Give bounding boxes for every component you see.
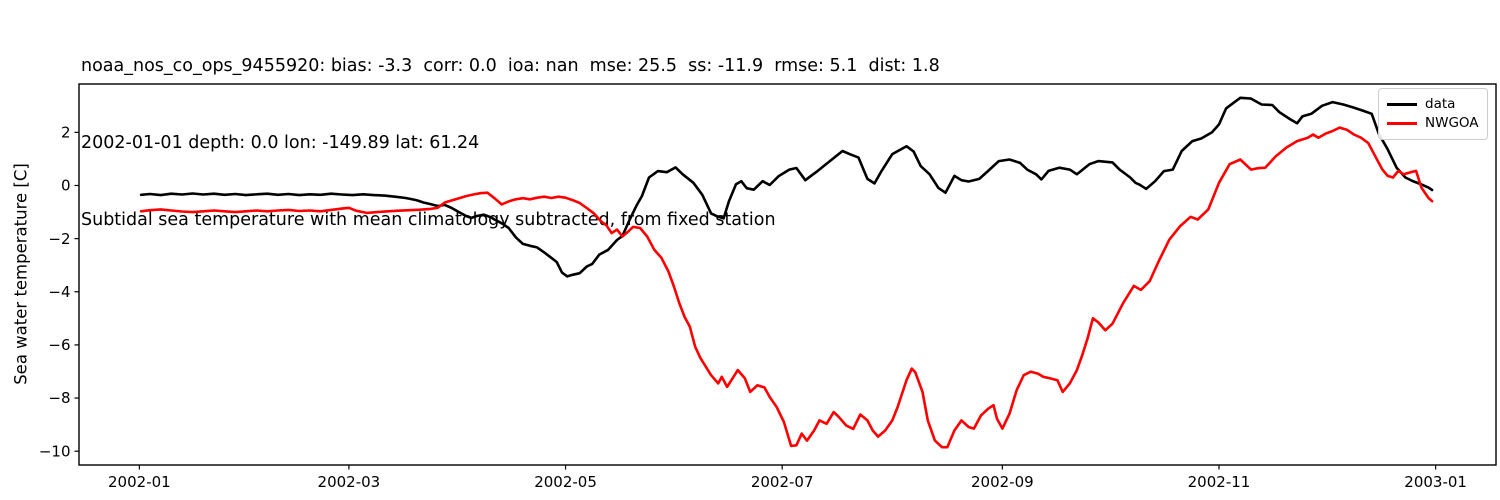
x-tick-label: 2002-03 bbox=[318, 473, 381, 491]
x-tick-label: 2002-11 bbox=[1188, 473, 1251, 491]
y-tick-label: −6 bbox=[48, 336, 70, 354]
y-tick-label: 2 bbox=[61, 124, 71, 142]
x-tick-label: 2002-01 bbox=[108, 473, 171, 491]
y-tick-label: −2 bbox=[48, 230, 70, 248]
x-tick-label: 2002-05 bbox=[534, 473, 597, 491]
x-tick-label: 2002-07 bbox=[751, 473, 814, 491]
y-tick-label: −4 bbox=[48, 283, 70, 301]
y-tick-label: 0 bbox=[61, 177, 71, 195]
title-line-stats: noaa_nos_co_ops_9455920: bias: -3.3 corr… bbox=[81, 56, 940, 77]
legend-label-nwgoa: NWGOA bbox=[1425, 115, 1479, 131]
axes-spines bbox=[78, 83, 1497, 466]
legend-box: data NWGOA bbox=[1378, 88, 1488, 140]
y-tick-label: −10 bbox=[39, 442, 71, 460]
legend-entry-data: data bbox=[1387, 96, 1479, 113]
legend-label-data: data bbox=[1425, 96, 1456, 112]
title-line-station-meta: 2002-01-01 depth: 0.0 lon: -149.89 lat: … bbox=[81, 132, 480, 153]
series-line-nwgoa bbox=[139, 126, 1434, 449]
legend-line-sample-data bbox=[1387, 103, 1417, 106]
x-tick-label: 2002-09 bbox=[971, 473, 1034, 491]
series-line-data bbox=[139, 96, 1434, 278]
x-tick-label: 2003-01 bbox=[1404, 473, 1467, 491]
legend-line-sample-nwgoa bbox=[1387, 122, 1417, 125]
chart-title-block: noaa_nos_co_ops_9455920: bias: -3.3 corr… bbox=[81, 3, 940, 285]
y-tick-label: −8 bbox=[48, 389, 70, 407]
legend-entry-nwgoa: NWGOA bbox=[1387, 115, 1479, 132]
